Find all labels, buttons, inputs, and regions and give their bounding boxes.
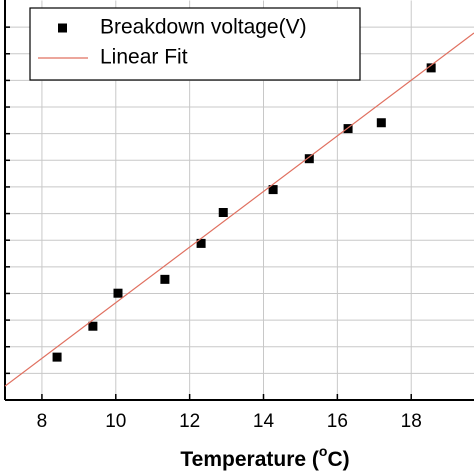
x-tick-label: 18	[401, 411, 422, 432]
data-point	[196, 238, 206, 248]
legend-label: Linear Fit	[100, 46, 188, 69]
x-axis-label: Temperature (oC)	[180, 443, 349, 471]
data-point	[113, 288, 123, 298]
fit-line	[4, 32, 474, 387]
x-tick-label: 8	[37, 411, 48, 432]
data-point	[268, 185, 278, 195]
x-tick-label: 16	[327, 411, 348, 432]
data-point	[218, 208, 228, 218]
data-point	[88, 321, 98, 331]
x-tick-label: 12	[179, 411, 200, 432]
legend-box	[29, 7, 361, 81]
x-tick-label: 10	[105, 411, 126, 432]
legend: Breakdown voltage(V) Linear Fit	[29, 7, 361, 81]
data-point	[52, 352, 62, 362]
data-point	[376, 118, 386, 128]
legend-label: Breakdown voltage(V)	[100, 16, 307, 39]
data-point	[426, 63, 436, 73]
legend-marker	[58, 23, 67, 33]
data-point	[160, 274, 170, 284]
data-point	[304, 154, 314, 164]
x-tick-label: 14	[253, 411, 275, 432]
data-point	[343, 124, 353, 134]
